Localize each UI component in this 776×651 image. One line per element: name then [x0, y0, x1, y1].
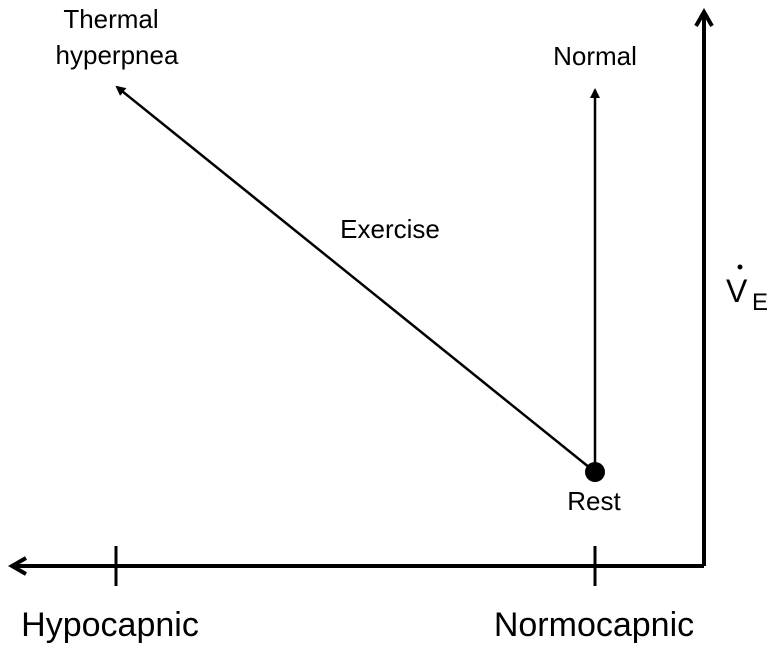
label: Normocapnic [494, 606, 694, 644]
label: Hypocapnic [21, 606, 199, 644]
label: Exercise [340, 214, 440, 244]
rest-point [585, 462, 605, 482]
label: E [752, 289, 768, 316]
dot-accent [737, 264, 743, 270]
label: hyperpnea [56, 40, 179, 70]
label: Thermal [63, 4, 158, 34]
label: Normal [553, 41, 637, 71]
arrow-exercise [115, 85, 596, 473]
label: Rest [567, 486, 621, 516]
label: V [726, 273, 748, 309]
